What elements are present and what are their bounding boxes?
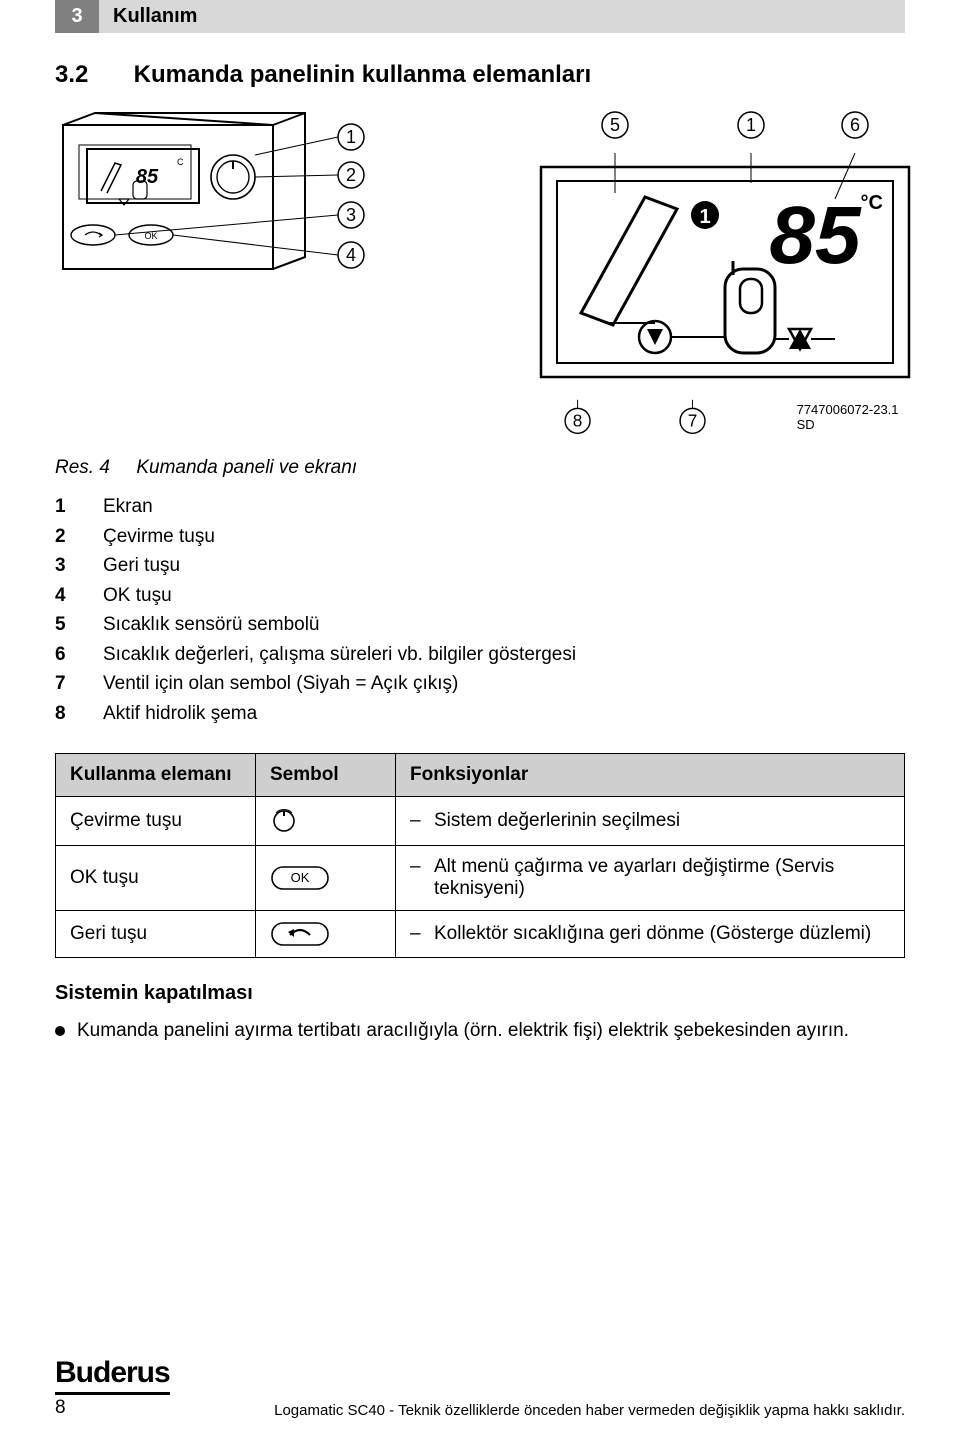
svg-text:6: 6 xyxy=(850,115,860,135)
subsection-title: Sistemin kapatılması xyxy=(55,982,905,1005)
svg-text:OK: OK xyxy=(291,870,310,885)
svg-text:4: 4 xyxy=(346,245,356,265)
legend-item: 5 Sıcaklık sensörü sembolü xyxy=(55,611,905,639)
cell-eleman: Çevirme tuşu xyxy=(56,797,256,846)
brand-logo: Buderus xyxy=(55,1356,170,1395)
display-diagram: 1 85 °C xyxy=(535,153,915,389)
figure-caption: Res. 4 Kumanda paneli ve ekranı xyxy=(55,457,905,479)
figure-label: Res. 4 xyxy=(55,457,110,478)
cell-func: –Sistem değerlerinin seçilmesi xyxy=(396,797,905,846)
cell-eleman: OK tuşu xyxy=(56,846,256,911)
page-number: 8 xyxy=(55,1397,170,1419)
th-fonksiyonlar: Fonksiyonlar xyxy=(396,754,905,797)
svg-text:1: 1 xyxy=(699,206,710,228)
legend-item: 8 Aktif hidrolik şema xyxy=(55,700,905,728)
figure-ref-code: 7747006072-23.1 SD xyxy=(797,402,915,432)
ok-button-icon: OK xyxy=(270,865,330,891)
svg-text:2: 2 xyxy=(346,165,356,185)
cell-symbol-dial xyxy=(256,797,396,846)
cell-func: –Alt menü çağırma ve ayarları değiştirme… xyxy=(396,846,905,911)
section-number: 3.2 xyxy=(55,61,127,89)
figure-row: 85 C OK xyxy=(55,107,905,435)
legend-item: 3 Geri tuşu xyxy=(55,552,905,580)
table-row: Geri tuşu –Kollektör sıcaklığına geri dö… xyxy=(56,911,905,958)
chapter-title: Kullanım xyxy=(99,0,905,33)
display-bottom-row: 8 7 7747006072-23.1 SD xyxy=(545,399,915,435)
dial-icon xyxy=(270,807,298,835)
th-sembol: Sembol xyxy=(256,754,396,797)
display-col: 5 1 6 xyxy=(535,107,915,435)
cell-symbol-back xyxy=(256,911,396,958)
legend-list: 1 Ekran 2 Çevirme tuşu 3 Geri tuşu 4 OK … xyxy=(55,493,905,727)
cell-symbol-ok: OK xyxy=(256,846,396,911)
svg-text:C: C xyxy=(177,157,184,167)
table-row: OK tuşu OK –Alt menü çağırma ve ayarları… xyxy=(56,846,905,911)
display-top-callouts: 5 1 6 xyxy=(535,107,915,147)
panel-diagram: 85 C OK xyxy=(55,107,395,343)
svg-text:8: 8 xyxy=(573,411,583,431)
svg-text:°C: °C xyxy=(861,192,883,214)
table-row: Çevirme tuşu –Sistem değerlerinin seçilm… xyxy=(56,797,905,846)
back-button-icon xyxy=(270,921,330,947)
bullet-text: Kumanda panelini ayırma tertibatı aracıl… xyxy=(77,1017,849,1046)
svg-text:1: 1 xyxy=(746,115,756,135)
control-table: Kullanma elemanı Sembol Fonksiyonlar Çev… xyxy=(55,753,905,958)
page-footer: Buderus 8 Logamatic SC40 - Teknik özelli… xyxy=(55,1346,905,1419)
section-heading: 3.2 Kumanda panelinin kullanma elemanlar… xyxy=(55,61,905,89)
cell-func: –Kollektör sıcaklığına geri dönme (Göste… xyxy=(396,911,905,958)
cell-eleman: Geri tuşu xyxy=(56,911,256,958)
legend-item: 7 Ventil için olan sembol (Siyah = Açık … xyxy=(55,670,905,698)
svg-text:1: 1 xyxy=(346,127,356,147)
chapter-header: 3 Kullanım xyxy=(55,0,905,33)
th-eleman: Kullanma elemanı xyxy=(56,754,256,797)
svg-text:85: 85 xyxy=(769,190,862,281)
chapter-number: 3 xyxy=(55,0,99,33)
section-title: Kumanda panelinin kullanma elemanları xyxy=(134,61,591,88)
legend-item: 2 Çevirme tuşu xyxy=(55,523,905,551)
figure-caption-text: Kumanda paneli ve ekranı xyxy=(136,457,357,478)
svg-text:7: 7 xyxy=(688,411,698,431)
legend-item: 1 Ekran xyxy=(55,493,905,521)
svg-text:5: 5 xyxy=(610,115,620,135)
legend-item: 4 OK tuşu xyxy=(55,582,905,610)
footer-text: Logamatic SC40 - Teknik özelliklerde önc… xyxy=(274,1402,905,1419)
legend-item: 6 Sıcaklık değerleri, çalışma süreleri v… xyxy=(55,641,905,669)
bullet-dot-icon xyxy=(55,1026,65,1036)
svg-text:3: 3 xyxy=(346,205,356,225)
bullet-item: Kumanda panelini ayırma tertibatı aracıl… xyxy=(55,1017,905,1046)
